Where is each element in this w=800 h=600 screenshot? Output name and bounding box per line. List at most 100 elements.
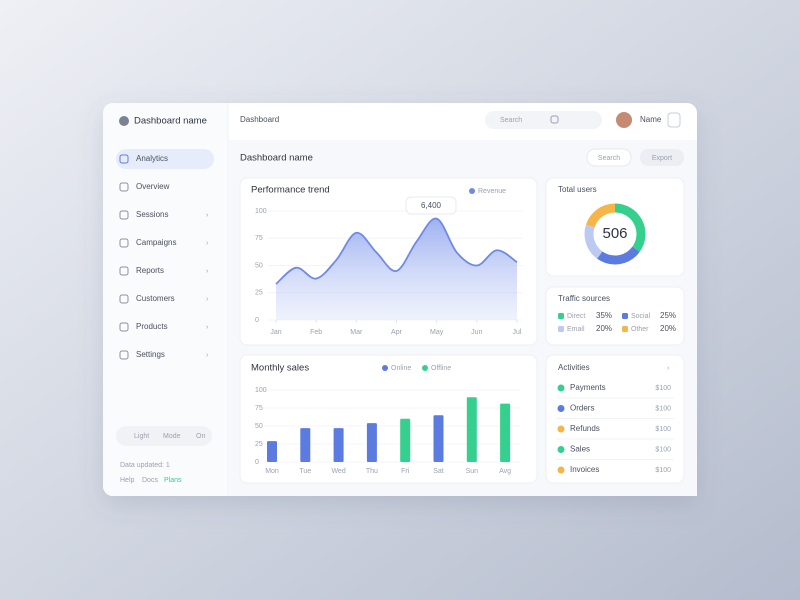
y-tick-label: 75 bbox=[255, 235, 263, 242]
breadcrumb[interactable]: Dashboard bbox=[240, 115, 279, 124]
donut-segment bbox=[597, 246, 640, 265]
toggle-label[interactable]: Mode bbox=[163, 433, 181, 440]
nav-icon bbox=[119, 210, 129, 220]
legend-value: 20% bbox=[596, 324, 612, 333]
x-tick-label: Avg bbox=[499, 468, 511, 475]
card bbox=[545, 177, 685, 277]
x-tick-label: Wed bbox=[331, 468, 345, 475]
legend-label: Email bbox=[567, 326, 585, 333]
activity-label[interactable]: Payments bbox=[570, 383, 606, 392]
bell[interactable] bbox=[667, 112, 681, 128]
button[interactable] bbox=[586, 148, 632, 167]
x-tick-label: Jan bbox=[270, 329, 281, 336]
toggle[interactable] bbox=[116, 426, 212, 446]
bar bbox=[433, 415, 444, 462]
x-tick-label: Fri bbox=[401, 468, 410, 475]
bar bbox=[300, 428, 311, 462]
donut-segment bbox=[585, 203, 616, 228]
toggle-label[interactable]: Light bbox=[134, 433, 149, 440]
x-tick-label: Sat bbox=[433, 468, 444, 475]
activity-dot bbox=[557, 466, 565, 474]
x-tick-label: Jul bbox=[513, 329, 522, 336]
activity-label[interactable]: Invoices bbox=[570, 465, 599, 474]
x-tick-label: Jun bbox=[471, 329, 482, 336]
activity-label[interactable]: Sales bbox=[570, 445, 590, 454]
avatar[interactable] bbox=[616, 112, 632, 128]
legend-dot bbox=[422, 365, 428, 371]
nav-item[interactable]: Reports bbox=[136, 266, 164, 275]
legend-label: Social bbox=[631, 313, 651, 320]
y-tick-label: 100 bbox=[255, 208, 267, 215]
search-box[interactable] bbox=[485, 111, 602, 129]
x-tick-label: Feb bbox=[310, 329, 322, 336]
activity-dot bbox=[557, 425, 565, 433]
chevron[interactable]: › bbox=[667, 365, 670, 372]
card-title: Activities bbox=[558, 363, 590, 372]
legend-label: Other bbox=[631, 326, 649, 333]
y-tick-label: 50 bbox=[255, 262, 263, 269]
nav-icon bbox=[119, 266, 129, 276]
y-tick-label: 25 bbox=[255, 441, 263, 448]
activity-value: $100 bbox=[655, 426, 671, 433]
legend-label: Direct bbox=[567, 313, 585, 320]
nav-item[interactable]: Analytics bbox=[136, 154, 168, 163]
button[interactable] bbox=[640, 149, 684, 166]
x-tick-label: Mon bbox=[265, 468, 279, 475]
card-title: Performance trend bbox=[251, 185, 330, 196]
chevron[interactable]: › bbox=[206, 352, 209, 359]
y-tick-label: 0 bbox=[255, 459, 259, 466]
bar bbox=[400, 418, 411, 462]
bar bbox=[500, 403, 511, 462]
chevron[interactable]: › bbox=[206, 268, 209, 275]
legend-dot bbox=[469, 188, 475, 194]
tooltip-text: 6,400 bbox=[421, 201, 442, 210]
nav-icon bbox=[119, 350, 129, 360]
footer-link[interactable]: Plans bbox=[164, 477, 182, 484]
page-title: Dashboard name bbox=[240, 153, 313, 164]
donut-segment bbox=[584, 224, 603, 259]
footer-link[interactable]: Docs bbox=[142, 477, 158, 484]
nav-item[interactable]: Overview bbox=[136, 182, 170, 191]
y-tick-label: 25 bbox=[255, 290, 263, 297]
y-tick-label: 75 bbox=[255, 405, 263, 412]
nav-icon bbox=[119, 182, 129, 192]
nav-item[interactable]: Campaigns bbox=[136, 238, 176, 247]
donut-center: 506 bbox=[602, 225, 627, 242]
legend-dot bbox=[382, 365, 388, 371]
card-title: Traffic sources bbox=[558, 294, 610, 303]
nav-icon bbox=[119, 154, 129, 164]
x-tick-label: Thu bbox=[366, 468, 378, 475]
legend-swatch bbox=[558, 326, 564, 332]
search-text: Search bbox=[500, 117, 522, 124]
nav-item[interactable]: Settings bbox=[136, 350, 165, 359]
footer-link[interactable]: Help bbox=[120, 477, 135, 484]
nav-item[interactable]: Sessions bbox=[136, 210, 168, 219]
logo bbox=[119, 116, 129, 126]
activity-value: $100 bbox=[655, 385, 671, 392]
button-label[interactable]: Search bbox=[598, 155, 620, 162]
brand: Dashboard name bbox=[134, 116, 207, 127]
button-label[interactable]: Export bbox=[652, 155, 672, 162]
card-title: Total users bbox=[558, 185, 597, 194]
legend-swatch bbox=[558, 313, 564, 319]
nav-item[interactable]: Products bbox=[136, 322, 168, 331]
line bbox=[275, 217, 518, 285]
sidebar bbox=[103, 103, 228, 496]
activity-label[interactable]: Refunds bbox=[570, 424, 600, 433]
nav-item[interactable]: Customers bbox=[136, 294, 175, 303]
activity-label[interactable]: Orders bbox=[570, 404, 594, 413]
card bbox=[545, 286, 685, 346]
chevron[interactable]: › bbox=[206, 212, 209, 219]
toggle-label[interactable]: On bbox=[196, 433, 205, 440]
x-tick-label: Sun bbox=[466, 468, 479, 475]
x-tick-label: May bbox=[430, 329, 444, 336]
chevron[interactable]: › bbox=[206, 296, 209, 303]
nav-active bbox=[116, 149, 214, 169]
user-name[interactable]: Name bbox=[640, 115, 662, 124]
chevron[interactable]: › bbox=[206, 240, 209, 247]
x-tick-label: Mar bbox=[350, 329, 363, 336]
bar bbox=[267, 441, 277, 462]
tooltip bbox=[405, 196, 457, 215]
chevron[interactable]: › bbox=[206, 324, 209, 331]
